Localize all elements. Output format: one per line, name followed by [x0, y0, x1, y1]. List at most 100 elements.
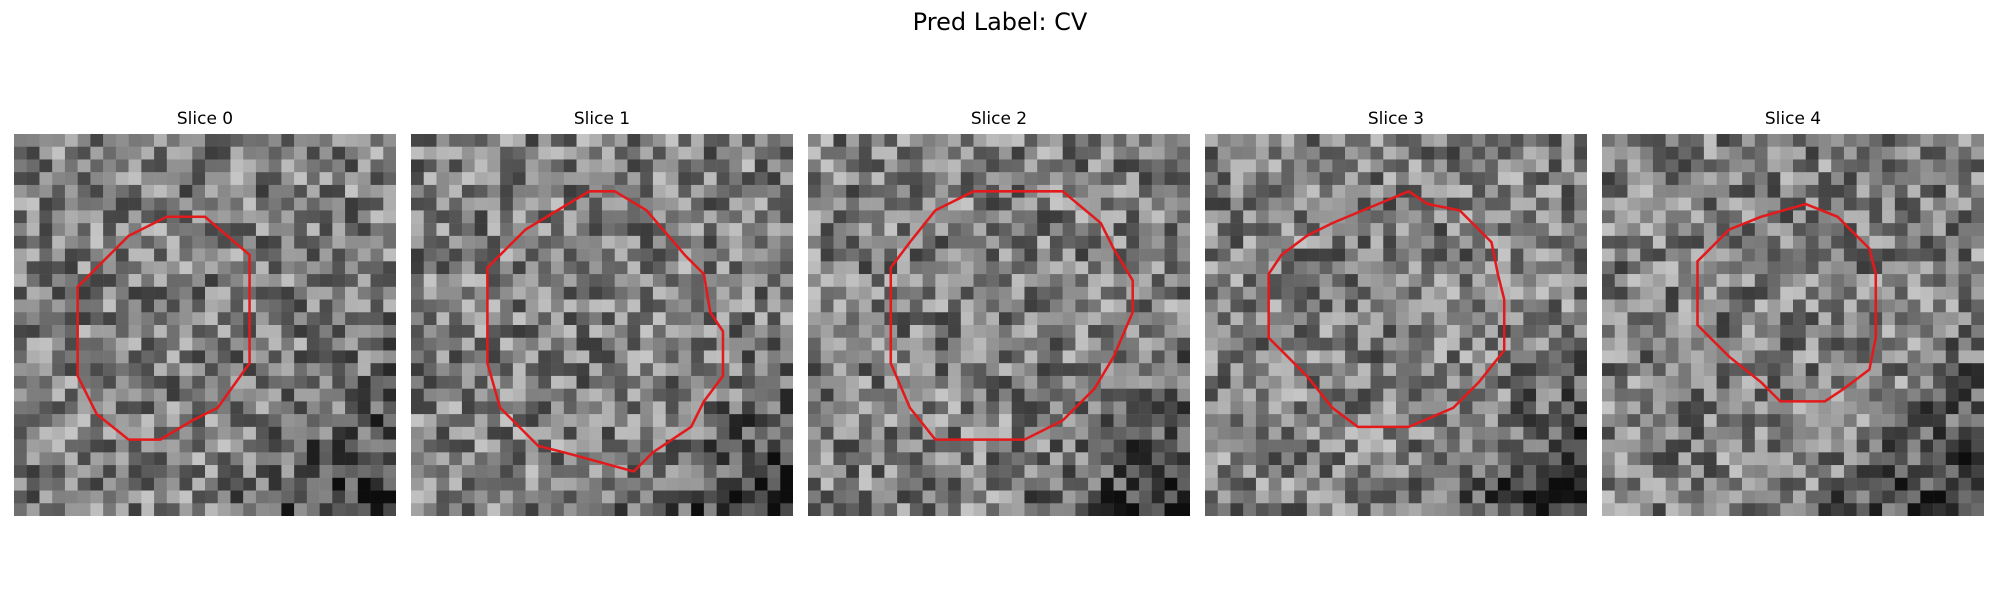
- image-pixel: [52, 337, 66, 351]
- image-pixel: [115, 414, 129, 428]
- image-pixel: [551, 235, 565, 249]
- image-pixel: [217, 375, 231, 389]
- image-pixel: [294, 452, 308, 466]
- image-pixel: [1408, 401, 1422, 415]
- image-pixel: [1370, 172, 1384, 186]
- image-pixel: [627, 210, 641, 224]
- image-pixel: [1652, 337, 1666, 351]
- image-pixel: [538, 414, 552, 428]
- image-pixel: [52, 426, 66, 440]
- image-pixel: [716, 197, 730, 211]
- image-pixel: [1793, 134, 1806, 147]
- image-pixel: [1678, 325, 1692, 338]
- image-pixel: [1396, 477, 1409, 491]
- image-pixel: [525, 350, 539, 364]
- image-pixel: [716, 477, 730, 491]
- image-pixel: [1574, 439, 1587, 453]
- image-pixel: [26, 350, 40, 364]
- image-pixel: [1408, 439, 1422, 453]
- image-pixel: [986, 325, 1000, 338]
- image-pixel: [754, 223, 768, 237]
- image-pixel: [205, 426, 218, 440]
- image-pixel: [1011, 375, 1025, 389]
- image-pixel: [411, 184, 424, 198]
- image-pixel: [1856, 146, 1870, 160]
- image-pixel: [1139, 299, 1153, 313]
- image-pixel: [754, 337, 768, 351]
- image-pixel: [1164, 274, 1178, 288]
- image-pixel: [1255, 414, 1269, 428]
- image-pixel: [563, 210, 577, 224]
- image-pixel: [205, 465, 218, 479]
- image-pixel: [141, 439, 155, 453]
- image-pixel: [1561, 426, 1575, 440]
- image-pixel: [1139, 337, 1153, 351]
- image-pixel: [1907, 159, 1921, 173]
- image-pixel: [128, 146, 142, 160]
- image-pixel: [1177, 159, 1190, 173]
- image-pixel: [897, 363, 911, 377]
- image-pixel: [1126, 197, 1140, 211]
- image-pixel: [1139, 503, 1153, 516]
- image-pixel: [1907, 401, 1921, 415]
- image-pixel: [512, 503, 526, 516]
- image-pixel: [1088, 159, 1102, 173]
- image-pixel: [999, 477, 1012, 491]
- image-pixel: [691, 350, 705, 364]
- image-pixel: [1357, 325, 1371, 338]
- image-pixel: [306, 426, 320, 440]
- image-pixel: [192, 363, 206, 377]
- image-pixel: [1485, 363, 1499, 377]
- image-pixel: [948, 337, 962, 351]
- image-pixel: [1113, 286, 1127, 300]
- image-pixel: [294, 439, 308, 453]
- image-pixel: [26, 465, 40, 479]
- image-pixel: [154, 503, 168, 516]
- image-pixel: [551, 426, 565, 440]
- image-pixel: [1459, 312, 1473, 326]
- image-pixel: [973, 375, 987, 389]
- image-pixel: [230, 274, 244, 288]
- image-pixel: [370, 426, 384, 440]
- slice-title: Slice 4: [1764, 109, 1822, 129]
- image-pixel: [1177, 401, 1190, 415]
- image-pixel: [345, 337, 359, 351]
- image-pixel: [1856, 172, 1870, 186]
- image-pixel: [1396, 159, 1409, 173]
- image-pixel: [576, 274, 590, 288]
- image-pixel: [1075, 439, 1089, 453]
- image-pixel: [1205, 375, 1218, 389]
- image-pixel: [1255, 401, 1269, 415]
- image-pixel: [551, 134, 565, 147]
- image-pixel: [576, 299, 590, 313]
- image-pixel: [1217, 312, 1231, 326]
- image-pixel: [345, 134, 359, 147]
- image-pixel: [268, 452, 282, 466]
- image-pixel: [691, 299, 705, 313]
- image-pixel: [820, 350, 834, 364]
- image-pixel: [39, 490, 53, 504]
- image-pixel: [897, 299, 911, 313]
- image-pixel: [39, 235, 53, 249]
- image-pixel: [652, 503, 666, 516]
- image-pixel: [1177, 261, 1190, 275]
- image-pixel: [1255, 426, 1269, 440]
- image-pixel: [1703, 172, 1717, 186]
- image-pixel: [1894, 299, 1908, 313]
- image-pixel: [64, 490, 78, 504]
- image-pixel: [1614, 159, 1628, 173]
- image-pixel: [1243, 248, 1257, 262]
- image-pixel: [1933, 197, 1947, 211]
- image-pixel: [1627, 375, 1641, 389]
- image-pixel: [319, 477, 333, 491]
- image-pixel: [1561, 350, 1575, 364]
- image-pixel: [922, 261, 936, 275]
- image-pixel: [500, 312, 514, 326]
- image-pixel: [1357, 426, 1371, 440]
- image-pixel: [652, 452, 666, 466]
- image-pixel: [1268, 210, 1282, 224]
- image-pixel: [1113, 159, 1127, 173]
- image-pixel: [1062, 261, 1076, 275]
- image-pixel: [1075, 146, 1089, 160]
- image-pixel: [602, 490, 615, 504]
